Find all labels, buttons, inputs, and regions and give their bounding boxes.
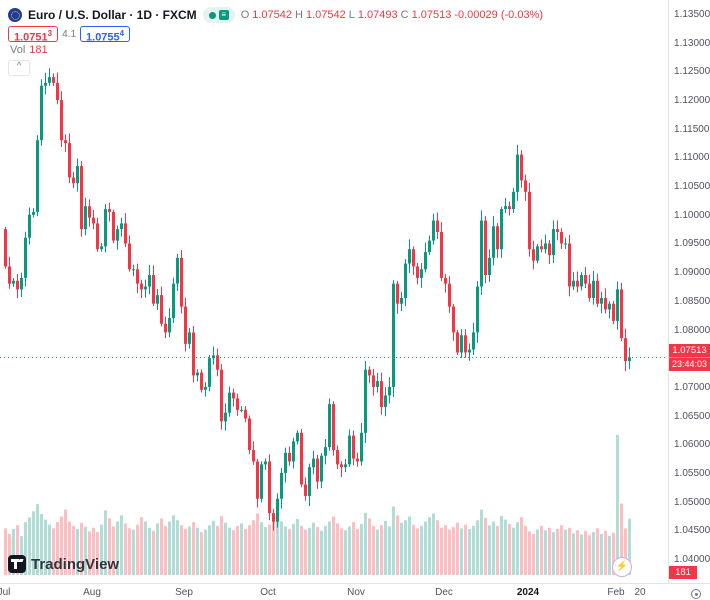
time-axis-label: Oct: [260, 587, 276, 598]
price-scale-label: 1.11000: [674, 152, 710, 164]
volume-bars: [4, 435, 631, 575]
bar-countdown: 23:44:03: [669, 357, 710, 371]
close-label: C: [400, 9, 409, 21]
quote-row: 1.07513 4.1 1.07554: [8, 26, 131, 44]
price-scale-label: 1.04500: [674, 525, 710, 537]
close-value: 1.07513: [411, 9, 452, 21]
time-axis-label: Feb: [607, 587, 625, 598]
tradingview-logo-icon: [8, 555, 26, 573]
last-price-badge: 1.07513 23:44:03: [669, 344, 710, 371]
time-axis-label: Nov: [347, 587, 365, 598]
low-label: L: [348, 9, 355, 21]
price-scale-label: 1.12500: [674, 66, 710, 78]
tradingview-watermark[interactable]: TradingView: [8, 555, 119, 573]
open-value: 1.07542: [252, 9, 293, 21]
legend-source-toggle[interactable]: ≡: [202, 7, 235, 23]
high-value: 1.07542: [305, 9, 346, 21]
price-scale-label: 1.06500: [674, 410, 710, 422]
price-scale-label: 1.09000: [674, 267, 710, 279]
price-scale-label: 1.09500: [674, 238, 710, 250]
ohlc-readout: O 1.07542 H 1.07542 L 1.07493 C 1.07513 …: [241, 9, 543, 21]
buy-button[interactable]: 1.07554: [80, 26, 131, 44]
low-value: 1.07493: [357, 9, 398, 21]
price-scale-label: 1.06000: [674, 439, 710, 451]
price-scale-label: 1.10000: [674, 209, 710, 221]
symbol-title[interactable]: Euro / U.S. Dollar · 1D · FXCM: [28, 8, 197, 22]
spread-value: 4.1: [62, 28, 77, 40]
time-axis-label: 2024: [516, 587, 540, 598]
volume-value: 181: [29, 44, 48, 56]
price-scale-label: 1.07000: [674, 381, 710, 393]
sell-button[interactable]: 1.07513: [8, 26, 59, 44]
price-scale-label: 1.08000: [674, 324, 710, 336]
symbol-legend: Euro / U.S. Dollar · 1D · FXCM ≡ O 1.075…: [8, 7, 543, 23]
dot-icon[interactable]: [208, 11, 216, 19]
lightning-button[interactable]: ⚡: [612, 557, 632, 577]
change-value: -0.00029 (-0.03%): [454, 9, 544, 21]
high-label: H: [295, 9, 303, 21]
time-axis-label: 20: [634, 587, 646, 598]
price-scale-label: 1.13500: [674, 9, 710, 20]
axis-settings-icon[interactable]: [691, 589, 701, 599]
time-axis-label: Dec: [435, 587, 453, 598]
last-price-value: 1.07513: [672, 345, 707, 356]
price-scale-label: 1.04000: [674, 553, 710, 565]
price-scale-label: 1.11500: [674, 123, 710, 135]
volume-label: Vol: [10, 44, 26, 56]
price-scale-label: 1.05500: [674, 467, 710, 479]
time-axis-label: Jul: [0, 587, 11, 598]
time-axis-label: Aug: [83, 587, 101, 598]
volume-legend: Vol 181: [10, 44, 48, 56]
price-scale-label: 1.10500: [674, 181, 710, 193]
price-scale-label: 1.05000: [674, 496, 710, 508]
time-axis-label: Sep: [175, 587, 193, 598]
collapse-legend-button[interactable]: ^: [8, 60, 30, 76]
candles: [4, 68, 631, 531]
tradingview-brand-text: TradingView: [31, 555, 120, 573]
price-scale-label: 1.12000: [674, 95, 710, 107]
list-icon[interactable]: ≡: [218, 10, 229, 20]
open-label: O: [240, 9, 250, 21]
eu-flag-icon: [8, 8, 22, 22]
price-scale[interactable]: 1.13500 1.13000 1.12500 1.12000 1.11500 1.110…: [668, 0, 710, 583]
price-scale-label: 1.13000: [674, 37, 710, 49]
price-scale-label: 1.08500: [674, 295, 710, 307]
volume-axis-badge: 181: [669, 566, 697, 579]
time-axis[interactable]: Jul Aug Sep Oct Nov Dec 2024 Feb 20: [0, 583, 710, 600]
